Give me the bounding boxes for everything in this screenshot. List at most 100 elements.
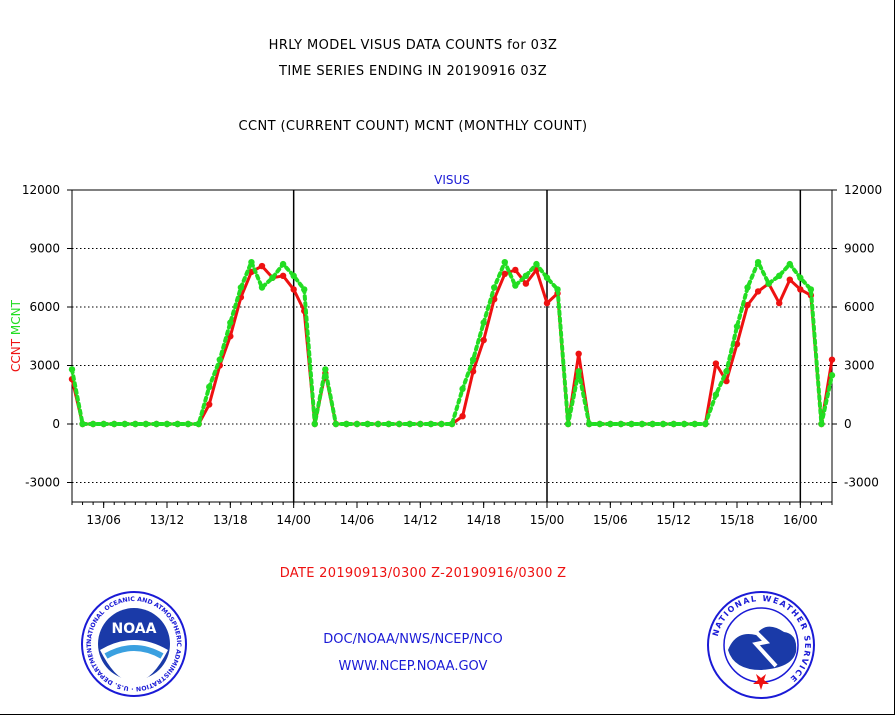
point-mcnt — [227, 319, 234, 326]
point-mcnt — [691, 420, 698, 428]
point-mcnt — [469, 356, 477, 363]
point-mcnt — [659, 420, 667, 428]
point-ccnt — [797, 286, 804, 293]
point-mcnt — [765, 280, 772, 287]
x-tick-label: 15/00 — [530, 513, 565, 527]
x-tick-label: 16/00 — [783, 513, 818, 527]
point-mcnt — [564, 420, 572, 428]
point-mcnt — [596, 420, 603, 428]
point-mcnt — [681, 420, 688, 428]
point-mcnt — [216, 356, 223, 363]
point-mcnt — [237, 284, 245, 291]
point-mcnt — [638, 420, 646, 428]
point-mcnt — [184, 420, 192, 428]
point-ccnt — [501, 270, 508, 278]
point-mcnt — [353, 420, 361, 428]
point-ccnt — [828, 356, 836, 363]
point-mcnt — [744, 284, 751, 291]
noaa-logo-text: NOAA — [112, 621, 157, 637]
y-tick-label-left: -3000 — [25, 476, 60, 490]
point-mcnt — [575, 368, 582, 375]
footer-line-1: DOC/NOAA/NWS/NCEP/NCO — [323, 632, 503, 647]
point-mcnt — [733, 323, 741, 330]
point-mcnt — [153, 420, 160, 428]
point-mcnt — [301, 286, 308, 293]
point-mcnt — [248, 258, 255, 266]
point-mcnt — [68, 366, 76, 373]
point-ccnt — [290, 286, 297, 293]
point-mcnt — [206, 383, 213, 391]
point-mcnt — [438, 420, 445, 428]
point-mcnt — [649, 420, 656, 428]
x-tick-label: 13/18 — [213, 513, 248, 527]
point-mcnt — [385, 420, 392, 428]
point-mcnt — [543, 274, 551, 281]
point-ccnt — [786, 276, 793, 283]
point-ccnt — [754, 288, 762, 295]
point-mcnt — [258, 284, 266, 291]
point-mcnt — [818, 420, 825, 428]
point-ccnt — [543, 299, 551, 307]
point-mcnt — [512, 282, 519, 289]
point-mcnt — [406, 420, 413, 428]
point-mcnt — [322, 366, 329, 373]
point-ccnt — [575, 350, 582, 357]
y-label-ccnt: CCNT — [9, 335, 23, 372]
y-tick-label-right: 6000 — [844, 300, 875, 314]
x-tick-label: 14/12 — [403, 513, 438, 527]
series-line-mcnt — [70, 260, 834, 426]
y-tick-label-left: 0 — [52, 417, 60, 431]
point-mcnt — [554, 286, 561, 293]
point-ccnt — [491, 296, 498, 303]
point-mcnt — [121, 420, 128, 428]
point-mcnt — [374, 420, 382, 428]
day-boundaries — [292, 190, 802, 502]
noaa-logo: NOAA NATIONAL OCEANIC AND ATMOSPHERIC AD… — [80, 590, 187, 697]
point-ccnt — [258, 262, 266, 270]
y-tick-label-right: 3000 — [844, 359, 875, 373]
point-mcnt — [786, 260, 793, 268]
x-tick-label: 14/18 — [466, 513, 501, 527]
point-mcnt — [501, 258, 508, 266]
point-mcnt — [776, 272, 783, 279]
plot-area — [71, 189, 833, 503]
point-mcnt — [586, 420, 593, 428]
point-mcnt — [702, 420, 709, 428]
header-line-1: HRLY MODEL VISUS DATA COUNTS for 03Z — [268, 38, 558, 53]
point-mcnt — [132, 420, 139, 428]
y-tick-label-left: 9000 — [29, 242, 60, 256]
chart-title: VISUS — [434, 173, 470, 187]
y-axis-label: CCNT MCNT — [9, 299, 23, 372]
point-mcnt — [670, 420, 677, 428]
point-mcnt — [522, 272, 530, 279]
point-mcnt — [311, 420, 318, 428]
point-mcnt — [828, 372, 836, 379]
y-tick-label-left: 6000 — [29, 300, 60, 314]
point-mcnt — [111, 420, 118, 428]
x-tick-label: 14/00 — [276, 513, 311, 527]
y-tick-label-right: 12000 — [844, 183, 882, 197]
axis-ticks: 12000 12000 9000 9000 6000 6000 3000 3000 0 0 -300… — [22, 183, 882, 527]
point-mcnt — [269, 274, 276, 281]
series-line-ccnt — [70, 264, 834, 426]
header-line-3: CCNT (CURRENT COUNT) MCNT (MONTHLY COUNT… — [238, 119, 588, 134]
nws-logo: NATIONAL WEATHER SERVICE — [707, 591, 815, 699]
point-mcnt — [607, 420, 614, 428]
point-mcnt — [628, 420, 635, 428]
x-tick-label: 13/06 — [86, 513, 121, 527]
point-mcnt — [89, 420, 97, 428]
y-axis-label-text: CCNT MCNT — [9, 299, 23, 372]
point-mcnt — [343, 420, 350, 428]
y-tick-label-left: 3000 — [29, 359, 60, 373]
y-label-mcnt: MCNT — [9, 299, 23, 335]
point-mcnt — [491, 284, 498, 291]
series — [68, 258, 836, 428]
point-ccnt — [744, 301, 751, 309]
point-mcnt — [174, 420, 181, 428]
point-mcnt — [163, 420, 171, 428]
header-line-2: TIME SERIES ENDING IN 20190916 03Z — [278, 64, 548, 79]
point-mcnt — [279, 260, 287, 268]
point-mcnt — [754, 258, 762, 266]
point-ccnt — [512, 266, 519, 274]
